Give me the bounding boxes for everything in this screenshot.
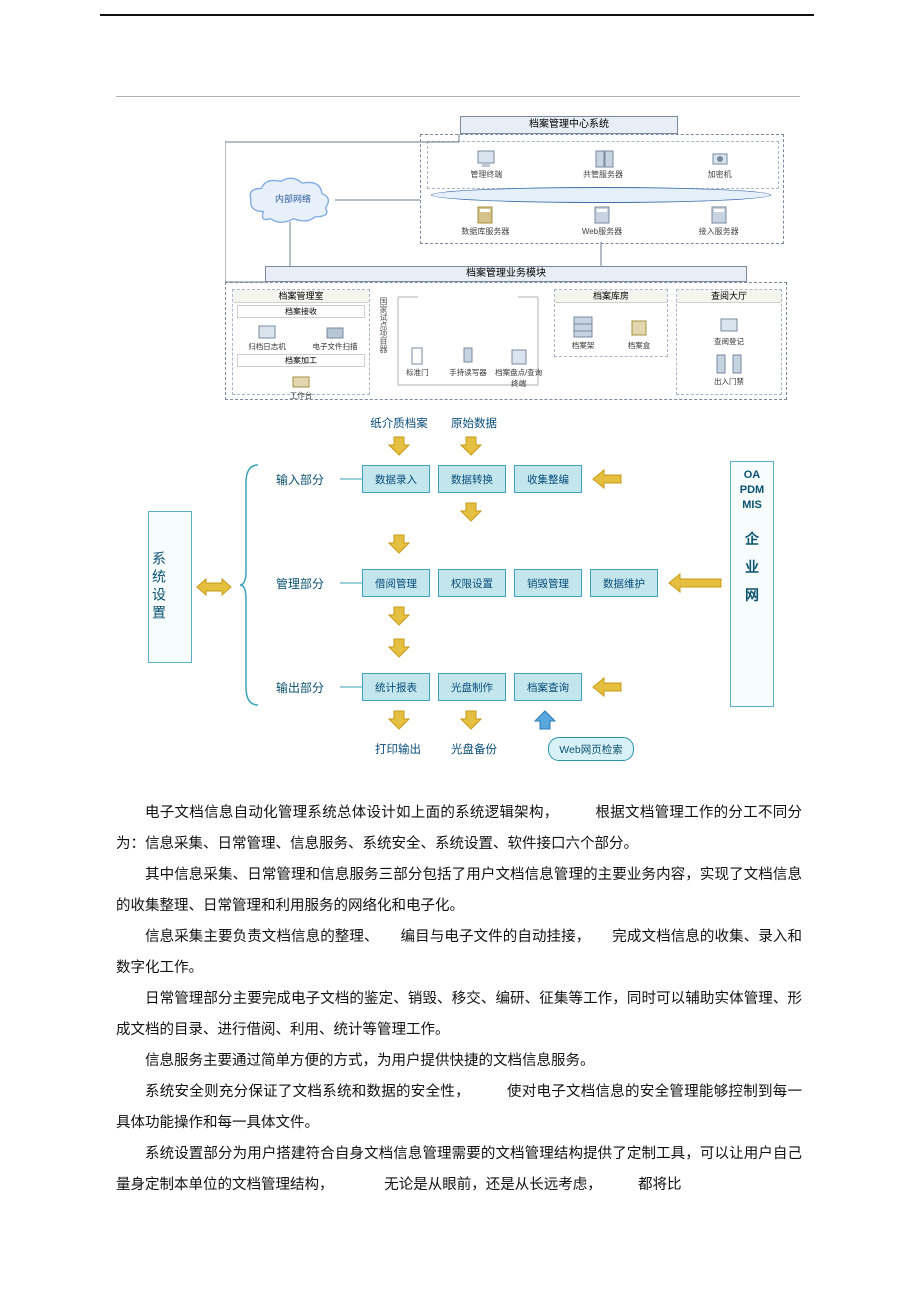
arrow-down-icon bbox=[460, 709, 482, 731]
r-wang: 网 bbox=[731, 581, 773, 609]
node-权限设置: 权限设置 bbox=[438, 569, 506, 597]
para-1: 电子文档信息自动化管理系统总体设计如上面的系统逻辑架构， 根据文档管理工作的分工… bbox=[116, 798, 802, 860]
top-label-paper: 纸介质档案 bbox=[362, 415, 436, 431]
sub-mgmt-room: 档案管理室 档案接收 归档日志机 电子文件扫描 档案加工 工作台 bbox=[232, 289, 370, 395]
sub-mgmt-sec-b: 档案加工 bbox=[237, 354, 365, 367]
node-统计报表: 统计报表 bbox=[362, 673, 430, 701]
arrow-down-icon bbox=[388, 533, 410, 555]
middle-area: 标准门 手持读写器 档案盘点/查询终端 bbox=[392, 293, 544, 393]
middle-vlabel: 国家试点项目器 bbox=[374, 297, 388, 353]
right-enterprise: OA PDM MIS 企 业 网 bbox=[730, 461, 774, 707]
node-销毁管理: 销毁管理 bbox=[514, 569, 582, 597]
row3-label: 输出部分 bbox=[276, 679, 324, 696]
bottom-web-oval: Web网页检索 bbox=[548, 737, 634, 761]
para-2: 其中信息采集、日常管理和信息服务三部分包括了用户文档信息管理的主要业务内容，实现… bbox=[116, 860, 802, 922]
arrow-down-icon bbox=[388, 637, 410, 659]
r-pdm: PDM bbox=[731, 483, 773, 498]
right-connectors bbox=[622, 461, 730, 711]
node-光盘制作: 光盘制作 bbox=[438, 673, 506, 701]
tiny-读写器: 手持读写器 bbox=[444, 346, 492, 389]
arrow-down-icon bbox=[460, 501, 482, 523]
r-ye: 业 bbox=[731, 553, 773, 581]
tiny-档案盒: 档案盒 bbox=[615, 315, 663, 351]
tiny-标准门: 标准门 bbox=[393, 346, 441, 389]
business-module-box: 档案管理室 档案接收 归档日志机 电子文件扫描 档案加工 工作台 国家试点项目器… bbox=[225, 282, 787, 400]
bottom-光盘备份: 光盘备份 bbox=[442, 741, 506, 757]
tiny-出入门禁: 出入门禁 bbox=[705, 353, 753, 387]
arrow-up-icon bbox=[534, 709, 556, 731]
tiny-查阅登记: 查阅登记 bbox=[705, 317, 753, 347]
arrow-left-icon bbox=[592, 677, 622, 697]
page: 档案管理中心系统 管理终端 共管服务器 加密机 数据库服务器 Web服务器 接入… bbox=[0, 0, 920, 1303]
left-system-settings: 系统设置 bbox=[148, 511, 192, 663]
sub-mgmt-title: 档案管理室 bbox=[233, 290, 369, 303]
sub-stock-title: 档案库房 bbox=[555, 290, 667, 303]
node-借阅管理: 借阅管理 bbox=[362, 569, 430, 597]
row3-line bbox=[340, 673, 362, 701]
left-box-label: 系统设置 bbox=[149, 512, 169, 662]
top-label-raw: 原始数据 bbox=[442, 415, 506, 431]
r-qi: 企 bbox=[731, 525, 773, 553]
arrow-down-icon bbox=[460, 435, 482, 457]
arrow-down-icon bbox=[388, 709, 410, 731]
row1-line bbox=[340, 465, 362, 493]
tiny-扫描: 电子文件扫描 bbox=[311, 324, 359, 352]
business-module-title: 档案管理业务模块 bbox=[265, 266, 747, 282]
node-数据转换: 数据转换 bbox=[438, 465, 506, 493]
arrow-down-icon bbox=[388, 435, 410, 457]
row1-label: 输入部分 bbox=[276, 471, 324, 488]
architecture-diagram: 档案管理中心系统 管理终端 共管服务器 加密机 数据库服务器 Web服务器 接入… bbox=[225, 116, 785, 401]
brace-icon bbox=[238, 463, 262, 707]
sub-reading-hall: 查阅大厅 查阅登记 出入门禁 bbox=[676, 289, 782, 395]
node-数据录入: 数据录入 bbox=[362, 465, 430, 493]
tiny-盘点终端: 档案盘点/查询终端 bbox=[495, 346, 543, 389]
para-7: 系统设置部分为用户搭建符合自身文档信息管理需要的文档管理结构提供了定制工具，可以… bbox=[116, 1139, 802, 1201]
top-rule bbox=[100, 14, 814, 16]
node-档案查询: 档案查询 bbox=[514, 673, 582, 701]
row2-line bbox=[340, 569, 362, 597]
flow-diagram: 纸介质档案 原始数据 系统设置 OA PDM MIS 企 业 网 输入部 bbox=[148, 415, 772, 775]
r-mis: MIS bbox=[731, 498, 773, 513]
sep-line bbox=[116, 96, 800, 97]
para-4: 日常管理部分主要完成电子文档的鉴定、销毁、移交、编研、征集等工作，同时可以辅助实… bbox=[116, 984, 802, 1046]
tiny-归档日志机: 归档日志机 bbox=[243, 324, 291, 352]
row2-label: 管理部分 bbox=[276, 575, 324, 592]
r-oa: OA bbox=[731, 468, 773, 483]
arrow-bi-icon bbox=[196, 577, 232, 597]
bottom-打印输出: 打印输出 bbox=[366, 741, 430, 757]
sub-mgmt-sec-a: 档案接收 bbox=[237, 305, 365, 318]
tiny-工作台: 工作台 bbox=[277, 375, 325, 401]
para-5: 信息服务主要通过简单方便的方式，为用户提供快捷的文档信息服务。 bbox=[116, 1046, 802, 1077]
arrow-left-icon bbox=[592, 469, 622, 489]
sub-hall-title: 查阅大厅 bbox=[677, 290, 781, 303]
tiny-档案架: 档案架 bbox=[559, 315, 607, 351]
sub-stockroom: 档案库房 档案架 档案盒 bbox=[554, 289, 668, 357]
para-3: 信息采集主要负责文档信息的整理、 编目与电子文件的自动挂接， 完成文档信息的收集… bbox=[116, 922, 802, 984]
node-收集整编: 收集整编 bbox=[514, 465, 582, 493]
body-text: 电子文档信息自动化管理系统总体设计如上面的系统逻辑架构， 根据文档管理工作的分工… bbox=[116, 798, 802, 1201]
para-6: 系统安全则充分保证了文档系统和数据的安全性， 使对电子文档信息的安全管理能够控制… bbox=[116, 1077, 802, 1139]
arrow-down-icon bbox=[388, 605, 410, 627]
